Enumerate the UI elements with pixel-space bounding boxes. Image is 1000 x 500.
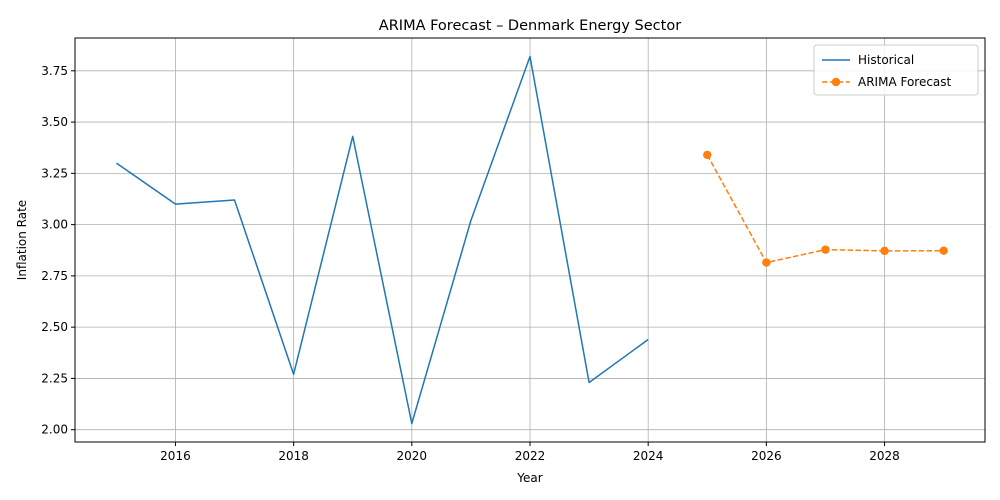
forecast-point (821, 245, 830, 254)
y-axis: 2.00 2.25 2.50 2.75 3.00 3.25 3.50 3.75 (41, 64, 75, 437)
series-layer (115, 55, 948, 425)
y-tick-label: 2.25 (41, 371, 68, 385)
legend-label: ARIMA Forecast (858, 75, 952, 89)
x-tick-label: 2026 (751, 449, 782, 463)
series-line-historical (115, 55, 649, 425)
y-tick-label: 2.50 (41, 320, 68, 334)
legend-swatch-marker (831, 77, 841, 87)
legend: Historical ARIMA Forecast (813, 44, 979, 96)
x-tick-label: 2020 (397, 449, 428, 463)
y-tick-label: 2.75 (41, 269, 68, 283)
y-tick-label: 3.00 (41, 218, 68, 232)
x-tick-label: 2016 (160, 449, 191, 463)
grid (75, 38, 985, 442)
legend-label: Historical (858, 53, 914, 67)
y-tick-label: 3.25 (41, 166, 68, 180)
legend-box (813, 44, 979, 96)
x-tick-label: 2028 (869, 449, 900, 463)
forecast-point (939, 246, 948, 255)
y-tick-label: 2.00 (41, 423, 68, 437)
chart-title: ARIMA Forecast – Denmark Energy Sector (379, 18, 681, 34)
x-tick-label: 2022 (515, 449, 546, 463)
forecast-point (880, 246, 889, 256)
x-axis-label: Year (516, 471, 542, 485)
y-axis-label: Inflation Rate (15, 200, 29, 280)
x-tick-label: 2018 (278, 449, 309, 463)
y-tick-label: 3.50 (41, 115, 68, 129)
x-tick-label: 2024 (633, 449, 664, 463)
x-axis: 2016 2018 2020 2022 2024 2026 2028 (160, 442, 900, 463)
y-tick-label: 3.75 (41, 64, 68, 78)
forecast-point (703, 150, 712, 160)
forecast-point (762, 258, 771, 267)
